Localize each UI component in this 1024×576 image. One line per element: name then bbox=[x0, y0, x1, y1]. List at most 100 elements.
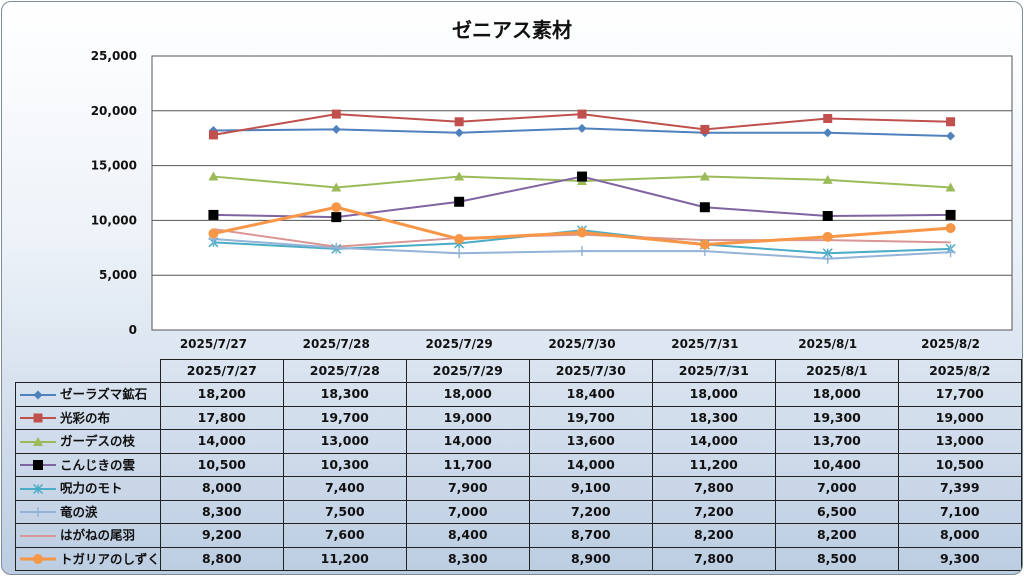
table-cell: 18,000 bbox=[774, 382, 899, 407]
table-cell: 14,000 bbox=[405, 429, 530, 454]
table-row: こんじきの雲 10,500 10,300 11,700 14,000 11,200 10,4… bbox=[15, 452, 1022, 477]
data-point bbox=[208, 130, 218, 140]
table-row: はがねの尾羽 9,200 7,600 8,400 8,700 8,200 8,200 8,00… bbox=[15, 523, 1022, 548]
table-header-cell: 2025/8/2 bbox=[897, 359, 1022, 383]
series-name-cell: こんじきの雲 bbox=[15, 452, 161, 477]
y-tick-label: 15,000 bbox=[91, 159, 137, 173]
series-name: こんじきの雲 bbox=[60, 457, 136, 472]
y-tick-label: 10,000 bbox=[91, 213, 137, 227]
series-name: 光彩の布 bbox=[60, 410, 111, 425]
x-tick-label: 2025/8/2 bbox=[921, 337, 980, 351]
table-cell: 8,800 bbox=[159, 546, 284, 571]
table-cell: 8,300 bbox=[159, 499, 284, 524]
table-cell: 19,700 bbox=[282, 405, 407, 430]
table-header-cell: 2025/7/30 bbox=[528, 359, 653, 383]
data-point bbox=[577, 109, 587, 119]
data-point bbox=[33, 554, 43, 564]
x-tick-label: 2025/8/1 bbox=[798, 337, 857, 351]
table-cell: 10,500 bbox=[159, 452, 284, 477]
table-cell: 8,200 bbox=[651, 523, 776, 548]
series-name: はがねの尾羽 bbox=[60, 527, 136, 543]
data-point bbox=[699, 239, 710, 250]
data-point bbox=[33, 507, 43, 517]
table-cell: 7,000 bbox=[405, 499, 530, 524]
table-cell: 7,500 bbox=[282, 499, 407, 524]
table-cell: 8,900 bbox=[528, 546, 653, 571]
table-cell: 17,700 bbox=[897, 382, 1022, 407]
data-point bbox=[822, 253, 833, 264]
table-cell: 7,400 bbox=[282, 476, 407, 501]
data-point bbox=[32, 483, 44, 494]
table-corner bbox=[16, 360, 161, 383]
data-point bbox=[331, 109, 341, 119]
plot-svg: 0 5,000 10,000 15,000 20,000 25,000 2025/7/27… bbox=[91, 49, 1013, 351]
table-cell: 19,300 bbox=[774, 405, 899, 430]
x-tick-label: 2025/7/31 bbox=[671, 337, 738, 351]
table-cell: 13,000 bbox=[897, 429, 1022, 454]
table-header-cell: 2025/7/31 bbox=[651, 359, 776, 383]
data-point bbox=[822, 211, 833, 222]
table-cell: 7,100 bbox=[897, 499, 1022, 524]
data-point bbox=[945, 209, 956, 220]
table-cell: 11,200 bbox=[282, 546, 407, 571]
table-row: 竜の涙 8,300 7,500 7,000 7,200 7,200 6,500 7,100 bbox=[15, 499, 1022, 524]
table-cell: 8,000 bbox=[897, 523, 1022, 548]
table-header-cell: 2025/7/29 bbox=[405, 359, 530, 383]
table-header-cell: 2025/7/27 bbox=[159, 359, 284, 383]
data-point bbox=[208, 209, 219, 220]
x-tick-label: 2025/7/27 bbox=[180, 337, 247, 351]
table-cell: 9,300 bbox=[897, 546, 1022, 571]
table-cell: 13,600 bbox=[528, 429, 653, 454]
table-cell: 17,800 bbox=[159, 405, 284, 430]
data-point bbox=[208, 228, 219, 239]
series-name: 竜の涙 bbox=[60, 504, 98, 519]
series-name: ゼーラズマ鉱石 bbox=[60, 386, 148, 402]
table-cell: 11,700 bbox=[405, 452, 530, 477]
data-table: 2025/7/27 2025/7/28 2025/7/29 2025/7/30 2025… bbox=[15, 359, 1022, 571]
data-point bbox=[454, 117, 464, 127]
data-point bbox=[454, 196, 465, 207]
data-point bbox=[946, 117, 956, 127]
data-point bbox=[577, 246, 587, 257]
data-point bbox=[454, 171, 465, 181]
table-cell: 8,500 bbox=[774, 546, 899, 571]
y-tick-label: 5,000 bbox=[99, 268, 137, 282]
data-point bbox=[699, 171, 710, 181]
data-point bbox=[454, 128, 464, 138]
series-name: ガーデスの枝 bbox=[60, 433, 136, 449]
series-name-cell: ゼーラズマ鉱石 bbox=[15, 382, 161, 407]
data-point bbox=[454, 248, 465, 259]
table-cell: 7,900 bbox=[405, 476, 530, 501]
table-cell: 6,500 bbox=[774, 499, 899, 524]
table-row: 呪力のモト 8,000 7,400 7,900 9,100 7,800 7,000 7,399 bbox=[15, 476, 1022, 501]
table-cell: 13,000 bbox=[282, 429, 407, 454]
legend-key bbox=[20, 390, 56, 399]
table-cell: 14,000 bbox=[528, 452, 653, 477]
series-name-cell: はがねの尾羽 bbox=[15, 523, 161, 548]
table-cell: 7,200 bbox=[651, 499, 776, 524]
data-point bbox=[208, 171, 219, 181]
data-point bbox=[822, 174, 833, 184]
series-name-cell: 竜の涙 bbox=[15, 499, 161, 524]
x-tick-label: 2025/7/28 bbox=[303, 337, 370, 351]
x-tick-label: 2025/7/30 bbox=[548, 337, 615, 351]
y-tick-label: 20,000 bbox=[91, 104, 137, 118]
table-cell: 8,300 bbox=[405, 546, 530, 571]
data-point bbox=[700, 124, 710, 134]
table-cell: 14,000 bbox=[159, 429, 284, 454]
table-cell: 14,000 bbox=[651, 429, 776, 454]
table-cell: 9,100 bbox=[528, 476, 653, 501]
table-cell: 19,000 bbox=[897, 405, 1022, 430]
legend-key bbox=[20, 554, 56, 564]
table-cell: 10,300 bbox=[282, 452, 407, 477]
series-name-cell: ガーデスの枝 bbox=[15, 429, 161, 454]
table-cell: 19,000 bbox=[405, 405, 530, 430]
table-cell: 7,800 bbox=[651, 546, 776, 571]
series-name: トガリアのしずく bbox=[60, 551, 160, 566]
data-point bbox=[33, 413, 43, 423]
table-cell: 18,000 bbox=[651, 382, 776, 407]
table-cell: 9,200 bbox=[159, 523, 284, 548]
table-cell: 18,200 bbox=[159, 382, 284, 407]
data-point bbox=[946, 131, 956, 141]
table-cell: 8,200 bbox=[774, 523, 899, 548]
